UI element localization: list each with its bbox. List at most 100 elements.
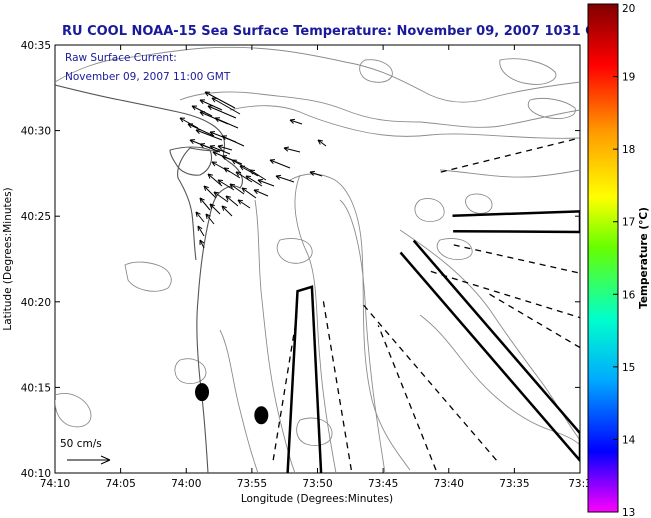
x-axis-label: Longitude (Degrees:Minutes) (241, 493, 393, 505)
contour-2 (179, 91, 580, 128)
current-arrow (289, 118, 303, 125)
coastline-nj (196, 149, 243, 473)
zone-southeast (399, 239, 580, 463)
current-arrow (221, 135, 245, 147)
current-arrow (229, 183, 245, 195)
colorbar-ticks: 20 19 18 17 16 15 14 13 (613, 3, 636, 518)
surface-current-vectors (179, 91, 327, 249)
contour-22 (174, 358, 207, 384)
contour-1 (55, 46, 580, 103)
current-arrow (249, 169, 267, 181)
current-arrow (199, 239, 205, 249)
colorbar-tick-label: 17 (622, 217, 635, 229)
bathymetry-contours (55, 46, 580, 473)
current-arrow (205, 213, 215, 225)
x-tick-label: 73:45 (368, 478, 398, 490)
dashed-boundaries (272, 137, 580, 471)
current-arrow (257, 179, 275, 187)
y-axis-ticks: 40:35 40:30 40:25 40:20 40:15 40:10 (21, 40, 580, 480)
x-tick-label: 73:40 (434, 478, 464, 490)
colorbar-label: Temperature (°C) (638, 207, 650, 309)
contour-3 (229, 105, 580, 139)
y-tick-label: 40:10 (21, 468, 51, 480)
contour-12 (124, 261, 172, 292)
dash-8 (488, 293, 580, 349)
y-tick-label: 40:20 (21, 297, 51, 309)
contour-17 (436, 238, 473, 261)
current-arrow (197, 225, 205, 237)
coastline-hook (169, 146, 213, 176)
station-markers (195, 383, 269, 425)
contour-20 (414, 198, 445, 222)
colorbar-tick-label: 14 (622, 434, 636, 446)
annotation-line-2: November 09, 2007 11:00 GMT (65, 71, 231, 83)
current-arrow (275, 174, 295, 183)
current-arrow (269, 159, 291, 169)
x-tick-label: 73:50 (302, 478, 332, 490)
contour-5 (294, 174, 337, 473)
current-arrow (225, 195, 239, 207)
dash-1 (440, 137, 580, 173)
contour-21 (55, 393, 92, 428)
current-arrow (317, 139, 327, 147)
current-arrow (309, 170, 323, 177)
dot-west (195, 383, 210, 402)
contour-11 (254, 199, 296, 473)
annotation-line-1: Raw Surface Current: (65, 52, 177, 64)
current-arrow (283, 146, 301, 153)
y-tick-label: 40:35 (21, 40, 51, 52)
colorbar-tick-label: 20 (622, 3, 635, 15)
current-arrow (214, 117, 239, 129)
contour-15 (359, 59, 393, 83)
current-arrow (207, 173, 223, 187)
current-arrow (209, 203, 221, 215)
x-tick-label: 73:3 (568, 478, 592, 490)
contour-7 (439, 169, 580, 178)
colorbar-tick-label: 13 (622, 507, 635, 518)
x-axis-ticks: 74:10 74:05 74:00 73:55 73:50 73:45 73:40 73:35… (40, 45, 592, 490)
current-arrow (199, 143, 221, 153)
current-arrow (217, 179, 235, 191)
current-arrow (209, 145, 231, 155)
colorbar-tick-label: 18 (622, 144, 635, 156)
current-arrow (223, 167, 241, 179)
zone-east (452, 210, 580, 234)
current-arrow (199, 99, 223, 111)
dash-6 (360, 301, 497, 461)
contour-14 (465, 193, 493, 214)
dot-east (254, 406, 269, 425)
colorbar-tick-label: 16 (622, 289, 636, 301)
scale-arrow (67, 455, 111, 465)
current-arrow (245, 175, 263, 187)
map-title: RU COOL NOAA-15 Sea Surface Temperature:… (62, 24, 618, 39)
contour-18 (528, 97, 576, 119)
colorbar (587, 3, 619, 513)
x-tick-label: 74:05 (105, 478, 135, 490)
y-axis-label: Latitude (Degrees:Minutes) (2, 187, 14, 330)
fishing-zones (286, 210, 580, 473)
current-arrow (253, 189, 269, 197)
current-arrow (195, 211, 205, 223)
current-arrow (237, 199, 251, 209)
coastline (55, 84, 243, 473)
coastline-bay (55, 84, 226, 261)
dash-5 (322, 299, 352, 471)
current-arrow (204, 91, 236, 109)
current-arrow (235, 171, 253, 183)
colorbar-tick-label: 15 (622, 362, 635, 374)
current-arrow (239, 165, 259, 177)
current-arrow (241, 187, 257, 199)
y-tick-label: 40:25 (21, 211, 51, 223)
current-arrow (199, 197, 211, 211)
current-arrow (179, 117, 199, 129)
contour-10 (219, 329, 259, 473)
current-arrow (191, 105, 213, 117)
x-tick-label: 74:00 (171, 478, 201, 490)
contour-13 (276, 238, 313, 264)
x-tick-label: 73:55 (237, 478, 267, 490)
dash-4 (272, 315, 298, 461)
x-tick-label: 74:10 (40, 478, 70, 490)
current-arrow (195, 129, 223, 141)
contour-9 (419, 314, 580, 446)
